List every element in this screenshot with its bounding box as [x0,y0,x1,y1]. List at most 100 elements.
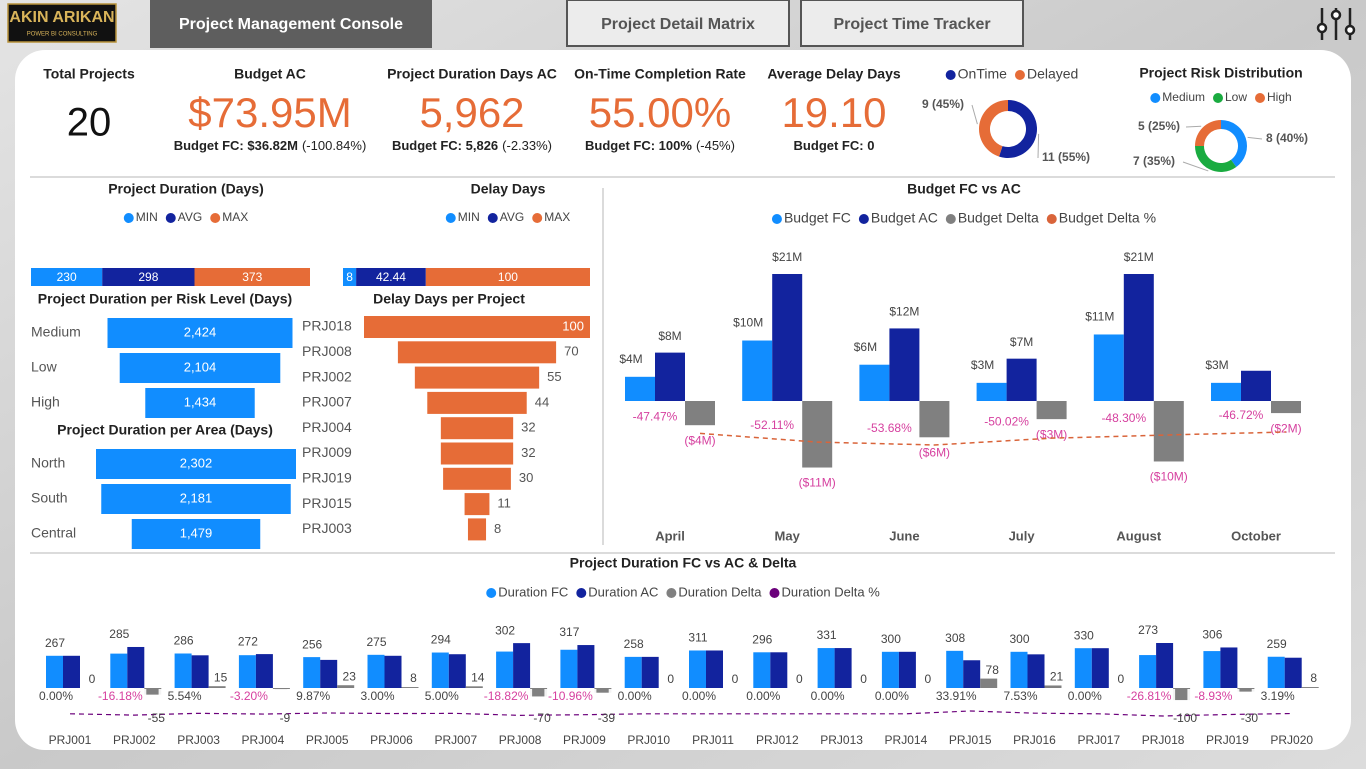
data-label: 308 [945,631,965,645]
data-label: 8 (40%) [1266,131,1308,145]
tab[interactable] [800,0,1024,47]
data-label: 1,479 [180,525,213,540]
bar [110,653,128,688]
label-box [964,356,1001,375]
data-label: 275 [366,635,386,649]
tab-label[interactable]: Project Time Tracker [833,16,990,33]
data-label: -8.93% [1194,689,1232,703]
data-label: 2,302 [180,455,213,470]
leader-line [971,104,978,125]
legend-marker [487,213,498,223]
bar [834,648,852,688]
data-label: ($11M) [799,476,836,490]
tab-active[interactable] [150,0,432,48]
data-label: 8 [1310,671,1317,685]
data-label: ($10M) [1150,470,1188,484]
category-label: High [31,394,60,410]
tabs: Project Management Console Project Detai… [150,0,1024,48]
legend: MIN AVG MAX [445,210,570,224]
legend-label: Duration Delta % [782,584,881,599]
data-label: $11M [1085,310,1114,324]
data-label: 331 [817,628,837,642]
bar [320,659,338,688]
filter-icon[interactable] [1316,8,1356,40]
data-label: 23 [343,669,357,683]
slider-knob[interactable] [1344,24,1356,36]
label-box [287,689,340,705]
bar [742,340,773,401]
x-tick-label: PRJ004 [242,733,285,747]
data-label: $3M [1205,358,1228,372]
bar [1153,401,1184,462]
data-label: 5 (25%) [1138,119,1180,133]
bar [119,353,281,383]
bar [772,274,803,401]
data-label: 230 [57,270,77,284]
data-label: ($4M) [684,433,715,447]
delta-pct-line [69,710,1292,717]
bar [624,656,642,688]
data-label: 0.00% [875,689,909,703]
legend-marker [1046,214,1057,224]
label-box [994,689,1047,705]
data-label: 306 [1202,628,1222,642]
legend-marker [769,588,780,598]
category-label: Central [31,525,76,541]
slider-knob[interactable] [1316,22,1328,34]
data-label: ($2M) [1270,421,1301,435]
data-label: 0.00% [811,689,845,703]
data-label: -53.68% [867,421,912,435]
legend-marker [771,214,782,224]
data-label: -100 [1173,711,1197,725]
tab-label[interactable]: Project Management Console [179,16,403,33]
data-label: 8 [494,521,501,536]
bar [448,654,466,688]
legend: Budget FC Budget AC Budget Delta Budget Del… [771,210,1156,226]
stacked-segment [31,268,103,286]
x-tick-label: PRJ011 [692,733,734,747]
label-box [865,689,918,705]
data-label: -26.81% [1127,689,1172,703]
data-label: $8M [658,329,681,343]
data-label: -30 [1241,711,1259,725]
leader-line [1037,133,1040,159]
data-label: -55 [148,711,166,725]
label-box [94,689,147,705]
tab[interactable] [566,0,790,47]
data-label: 2,181 [180,490,213,505]
legend-marker [123,213,134,223]
category-label: Low [31,359,58,375]
data-label: 5.00% [425,689,459,703]
x-tick-label: PRJ012 [756,733,799,747]
label-box [544,689,597,705]
legend-label: Medium [1162,90,1205,104]
leader-line [1182,161,1209,172]
data-label: $3M [971,358,994,372]
category-label: South [31,490,68,506]
legend: Duration FC Duration AC Duration Delta Dura… [486,584,880,599]
x-tick-label: PRJ007 [434,733,477,747]
legend-marker [945,70,956,80]
legend-marker [165,213,176,223]
data-label: -52.11% [750,418,794,432]
data-label: 302 [495,623,515,637]
legend-label: Budget Delta [958,210,1039,226]
legend-label: Duration FC [498,584,568,599]
bar [1211,382,1241,401]
tab-label[interactable]: Project Detail Matrix [601,16,755,33]
label-box [673,689,725,705]
label-box [415,689,468,705]
slider-knob[interactable] [1330,9,1342,21]
bar [384,655,402,688]
bar [1006,358,1037,401]
x-tick-label: PRJ008 [499,733,542,747]
category-label: PRJ003 [302,520,352,536]
delta-pct-line [699,431,1287,446]
bar [685,401,715,426]
bar [753,652,771,688]
bar [191,655,209,688]
data-label: $10M [733,316,763,330]
data-label: 300 [1009,632,1029,646]
bar [1241,370,1271,401]
data-label: 32 [521,445,535,460]
